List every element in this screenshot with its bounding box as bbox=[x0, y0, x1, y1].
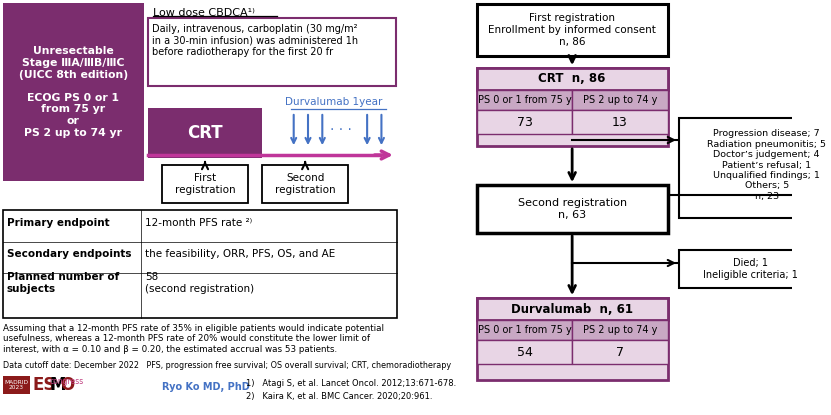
Text: Low dose CBDCA¹⁾: Low dose CBDCA¹⁾ bbox=[153, 8, 254, 18]
Text: Died; 1
Ineligible criteria; 1: Died; 1 Ineligible criteria; 1 bbox=[703, 258, 798, 280]
Text: 7: 7 bbox=[616, 346, 624, 359]
Bar bbox=[477, 298, 667, 320]
Text: First
registration: First registration bbox=[175, 173, 235, 195]
Text: CRT: CRT bbox=[187, 124, 223, 142]
Text: the feasibility, ORR, PFS, OS, and AE: the feasibility, ORR, PFS, OS, and AE bbox=[145, 249, 335, 259]
Text: ES: ES bbox=[32, 376, 56, 394]
Text: Durvalumab 1year: Durvalumab 1year bbox=[285, 97, 382, 107]
Text: Secondary endpoints: Secondary endpoints bbox=[7, 249, 131, 259]
Bar bbox=[573, 340, 667, 364]
Bar bbox=[2, 376, 30, 394]
Bar bbox=[477, 4, 667, 56]
Text: congress: congress bbox=[50, 377, 84, 386]
Bar bbox=[477, 185, 667, 233]
Text: PS 2 up to 74 y: PS 2 up to 74 y bbox=[583, 325, 657, 335]
Bar bbox=[2, 3, 144, 181]
Bar bbox=[148, 108, 263, 158]
Text: PS 2 up to 74 y: PS 2 up to 74 y bbox=[583, 95, 657, 105]
Bar bbox=[477, 68, 667, 90]
Bar bbox=[573, 90, 667, 110]
Text: Progression disease; 7
Radiation pneumonitis; 5
Doctorʼs judgement; 4
Patientʼs : Progression disease; 7 Radiation pneumon… bbox=[707, 129, 826, 201]
Text: M: M bbox=[50, 376, 66, 394]
Text: PS 0 or 1 from 75 y: PS 0 or 1 from 75 y bbox=[478, 95, 572, 105]
Text: Ryo Ko MD, PhD: Ryo Ko MD, PhD bbox=[162, 382, 250, 392]
Text: 73: 73 bbox=[517, 115, 533, 129]
Bar bbox=[2, 210, 396, 318]
Text: 1)   Atagi S, et al. Lancet Oncol. 2012;13:671-678.: 1) Atagi S, et al. Lancet Oncol. 2012;13… bbox=[246, 379, 456, 388]
Text: · · ·: · · · bbox=[331, 123, 352, 137]
Bar bbox=[477, 90, 573, 110]
Text: 54: 54 bbox=[517, 346, 533, 359]
Text: O: O bbox=[60, 376, 74, 394]
Text: Durvalumab  n, 61: Durvalumab n, 61 bbox=[511, 303, 633, 315]
Text: MADRID
2023: MADRID 2023 bbox=[4, 380, 28, 391]
Text: Planned number of
subjects: Planned number of subjects bbox=[7, 272, 119, 293]
Bar bbox=[477, 320, 573, 340]
Bar bbox=[573, 110, 667, 134]
Bar bbox=[477, 68, 667, 146]
Text: Assuming that a 12-month PFS rate of 35% in eligible patients would indicate pot: Assuming that a 12-month PFS rate of 35%… bbox=[2, 324, 384, 354]
Text: Daily, intravenous, carboplatin (30 mg/m²
in a 30-min infusion) was administered: Daily, intravenous, carboplatin (30 mg/m… bbox=[151, 24, 357, 57]
Text: 2)   Kaira K, et al. BMC Cancer. 2020;20:961.: 2) Kaira K, et al. BMC Cancer. 2020;20:9… bbox=[246, 392, 432, 401]
Text: 12-month PFS rate ²⁾: 12-month PFS rate ²⁾ bbox=[145, 218, 252, 228]
Bar bbox=[477, 298, 667, 380]
Text: PS 0 or 1 from 75 y: PS 0 or 1 from 75 y bbox=[478, 325, 572, 335]
Bar bbox=[162, 165, 248, 203]
Text: Primary endpoint: Primary endpoint bbox=[7, 218, 110, 228]
Text: 58
(second registration): 58 (second registration) bbox=[145, 272, 254, 293]
Text: First registration
Enrollment by informed consent
n, 86: First registration Enrollment by informe… bbox=[488, 13, 656, 46]
Bar bbox=[263, 165, 348, 203]
Bar bbox=[148, 18, 396, 86]
Bar bbox=[477, 340, 573, 364]
Text: Data cutoff date: December 2022   PFS, progression free survival; OS overall sur: Data cutoff date: December 2022 PFS, pro… bbox=[2, 361, 451, 370]
Bar bbox=[573, 320, 667, 340]
Text: Second registration
n, 63: Second registration n, 63 bbox=[518, 198, 627, 220]
Text: 13: 13 bbox=[612, 115, 627, 129]
Bar bbox=[477, 110, 573, 134]
Text: Second
registration: Second registration bbox=[275, 173, 336, 195]
Text: CRT  n, 86: CRT n, 86 bbox=[538, 73, 606, 85]
Bar bbox=[679, 250, 822, 288]
Text: Unresectable
Stage ⅢA/ⅢB/ⅢC
(UICC 8th edition)

ECOG PS 0 or 1
from 75 yr
or
PS : Unresectable Stage ⅢA/ⅢB/ⅢC (UICC 8th ed… bbox=[19, 46, 128, 138]
Bar bbox=[679, 118, 831, 218]
